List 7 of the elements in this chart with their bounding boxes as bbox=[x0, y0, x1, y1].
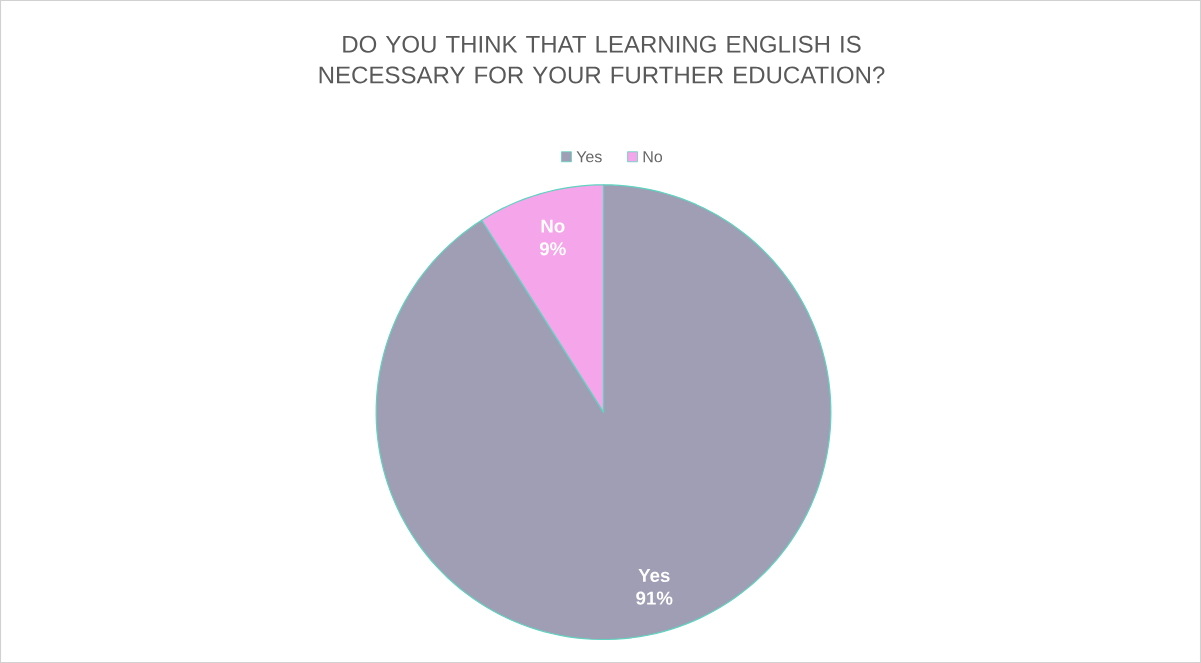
slice-label: Yes bbox=[638, 568, 670, 582]
legend-label: Yes bbox=[576, 151, 602, 163]
data-label: 9% bbox=[539, 242, 566, 256]
legend-label: No bbox=[643, 151, 663, 163]
chart-title: DO YOU THINK THAT LEARNING ENGLISH IS NECESSARY FOR YOUR FURTHER EDUCATION? bbox=[319, 35, 885, 84]
data-label: 91% bbox=[636, 591, 673, 605]
slice-label: No bbox=[541, 219, 565, 233]
